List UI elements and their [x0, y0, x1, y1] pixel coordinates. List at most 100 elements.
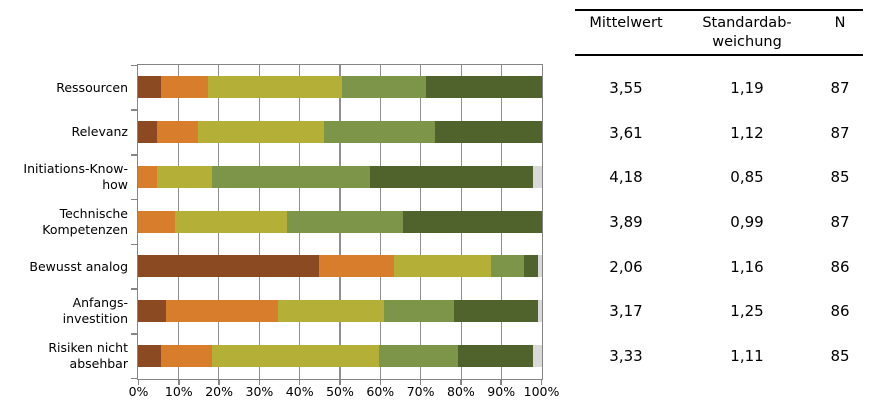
x-tick-label-40pct: 40%: [285, 384, 314, 399]
y-tick: [131, 154, 137, 156]
sd-value: 1,11: [730, 347, 764, 366]
table-row-ressourcen: 3,55 1,19 87: [575, 78, 863, 98]
x-tick: [298, 380, 301, 385]
table-header-row: Mittelwert Standardab-weichung N: [575, 14, 863, 52]
x-tick: [218, 380, 220, 385]
bar-segment-rating-3: [393, 255, 492, 278]
bar-technische-kompetenzen: [138, 210, 542, 233]
sd-value: 0,85: [730, 168, 764, 187]
mean-value: 2,06: [609, 257, 643, 276]
n-value: 86: [830, 257, 850, 276]
x-tick: [258, 380, 261, 385]
mean-value: 3,33: [609, 347, 643, 366]
sd-value: 1,25: [730, 302, 764, 321]
category-label-line: Anfangs-: [72, 295, 128, 311]
bar-segment-rating-5: [523, 255, 538, 278]
table-row-initiations-know-how: 4,18 0,85 85: [575, 167, 863, 187]
y-tick: [131, 288, 137, 290]
bar-segment-rating-2: [161, 344, 212, 367]
y-tick: [131, 333, 137, 335]
category-label-line: how: [102, 177, 128, 193]
bar-segment-rating-4: [379, 344, 459, 367]
x-tick-label-60pct: 60%: [366, 384, 395, 399]
table-header-standardab-weichung: Standardab-weichung: [677, 14, 817, 52]
n-value: 85: [830, 168, 850, 187]
bar-segment-rating-4: [212, 165, 371, 188]
bar-segment-rating-2: [138, 165, 157, 188]
table-header-line: N: [834, 15, 846, 31]
bar-segment-rating-1: [138, 255, 320, 278]
table-row-anfangs-investition: 3,17 1,25 86: [575, 301, 863, 321]
bar-segment-rating-1: [138, 121, 157, 144]
table-header-line: weichung: [712, 34, 782, 50]
table-row-relevanz: 3,61 1,12 87: [575, 123, 863, 143]
bar-segment-rating-1: [138, 76, 162, 99]
category-label-line: Technische: [59, 205, 128, 221]
x-tick-label-50pct: 50%: [326, 384, 354, 399]
bar-segment-rating-3: [175, 210, 287, 233]
x-tick: [500, 380, 502, 385]
category-label-line: Risiken nicht: [48, 339, 128, 355]
bar-segment-rating-5: [425, 76, 542, 99]
n-value: 86: [830, 302, 850, 321]
bar-segment-rating-5: [453, 299, 538, 322]
sd-value: 1,16: [730, 257, 764, 276]
bar-segment-rating-2: [319, 255, 394, 278]
mean-value: 4,18: [609, 168, 643, 187]
bar-segment-rating-4: [286, 210, 403, 233]
bar-segment-rating-2: [165, 299, 278, 322]
bar-segment-rating-4: [323, 121, 436, 144]
x-tick-label-80pct: 80%: [446, 384, 475, 399]
mean-value: 3,55: [609, 78, 643, 97]
bar-segment-rating-5: [458, 344, 533, 367]
mean-value: 3,61: [609, 123, 643, 142]
bar-segment-rating-3: [277, 299, 385, 322]
bar-segment-rating-3: [212, 344, 380, 367]
x-tick: [460, 380, 462, 385]
bar-segment-rating-4: [491, 255, 524, 278]
bar-segment-rating-1: [138, 344, 162, 367]
bar-segment-no-answer: [537, 255, 542, 278]
category-label-bewusst-analog: Bewusst analog: [0, 244, 128, 289]
table-header-line: Standardab-: [702, 15, 792, 31]
category-label-line: Ressourcen: [56, 79, 128, 95]
table-row-technische-kompetenzen: 3,89 0,99 87: [575, 212, 863, 232]
y-tick: [131, 64, 137, 67]
x-tick: [339, 380, 341, 385]
stats-table: Mittelwert Standardab-weichung N 3,55 1,19 87…: [575, 0, 863, 380]
x-tick: [178, 380, 180, 385]
category-label-risiken-nicht-absehbar: Risiken nicht absehbar: [0, 334, 128, 379]
table-header-n: N: [817, 14, 863, 33]
bar-segment-no-answer: [532, 165, 542, 188]
bar-relevanz: [138, 121, 542, 144]
x-tick: [137, 380, 140, 385]
bar-segment-rating-5: [402, 210, 542, 233]
category-label-relevanz: Relevanz: [0, 110, 128, 155]
category-label-line: investition: [62, 311, 128, 327]
bar-segment-rating-5: [435, 121, 542, 144]
table-header-rule: [575, 54, 863, 56]
bar-segment-rating-1: [138, 299, 166, 322]
category-label-line: Relevanz: [71, 124, 128, 140]
category-label-anfangs-investition: Anfangs-investition: [0, 289, 128, 334]
table-row-risiken-nicht-absehbar: 3,33 1,11 85: [575, 346, 863, 366]
x-tick-label-100pct: 100%: [523, 384, 560, 399]
x-tick: [540, 380, 543, 385]
sd-value: 1,12: [730, 123, 764, 142]
plot-area: [137, 64, 543, 380]
n-value: 85: [830, 347, 850, 366]
x-tick: [419, 380, 422, 385]
bar-segment-rating-2: [156, 121, 199, 144]
x-tick-label-0pct: 0%: [128, 384, 149, 399]
n-value: 87: [830, 78, 850, 97]
y-tick: [131, 243, 137, 246]
bar-segment-rating-3: [207, 76, 343, 99]
bar-segment-rating-2: [161, 76, 208, 99]
table-header-line: Mittelwert: [589, 15, 663, 31]
category-label-technische-kompetenzen: Technische Kompetenzen: [0, 200, 128, 245]
y-tick: [131, 198, 137, 201]
bar-segment-rating-4: [342, 76, 426, 99]
x-tick-label-10pct: 10%: [164, 384, 193, 399]
category-label-line: absehbar: [69, 356, 128, 372]
